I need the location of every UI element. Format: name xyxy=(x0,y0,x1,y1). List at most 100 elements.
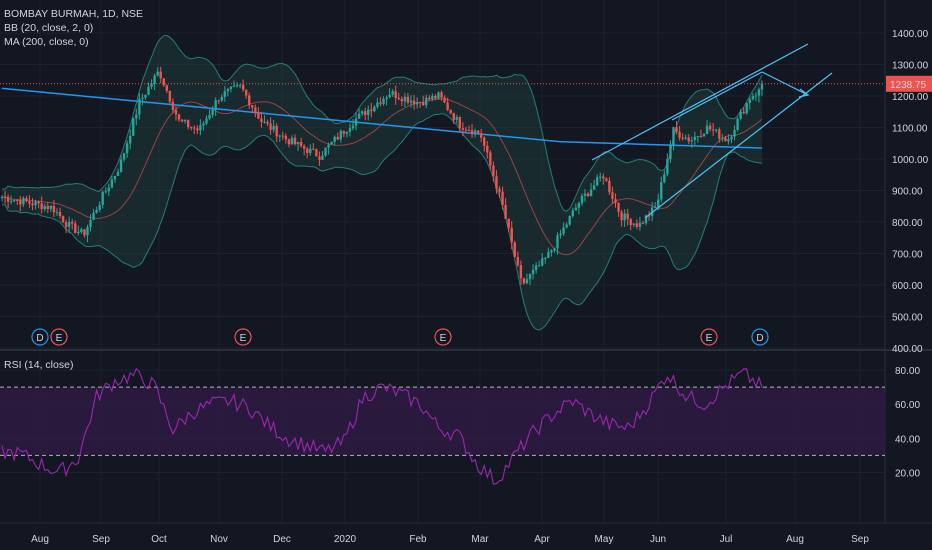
candle-body xyxy=(721,137,724,139)
candle-body xyxy=(519,265,523,279)
candle-body xyxy=(415,102,419,105)
candle-body xyxy=(446,102,449,110)
candle-body xyxy=(153,75,156,84)
candle-body xyxy=(196,128,199,131)
candle-body xyxy=(46,206,49,210)
candle-body xyxy=(22,198,25,205)
candle-body xyxy=(708,125,712,130)
candle-body xyxy=(452,113,455,120)
candle-body xyxy=(58,211,62,217)
candle-body xyxy=(748,99,751,103)
time-tick-label: Feb xyxy=(409,534,427,545)
candle-body xyxy=(95,209,98,213)
candle-body xyxy=(483,137,486,146)
event-marker xyxy=(700,328,718,346)
price-tick-label: 600.00 xyxy=(892,281,923,292)
candle-body xyxy=(443,97,446,103)
candle-body xyxy=(647,215,651,217)
trendline xyxy=(591,43,809,161)
candle-body xyxy=(507,218,510,228)
candle-body xyxy=(476,130,480,134)
candle-body xyxy=(333,136,336,142)
candle-body xyxy=(537,265,541,267)
candle-body xyxy=(470,130,474,135)
candle-body xyxy=(641,222,645,224)
candle-body xyxy=(37,201,40,204)
candle-body xyxy=(525,279,529,284)
candle-body xyxy=(403,96,407,102)
candle-body xyxy=(559,233,562,236)
candle-body xyxy=(110,179,114,188)
candle-body xyxy=(3,196,7,198)
candle-body xyxy=(214,100,217,110)
candle-body xyxy=(422,102,425,106)
trendline xyxy=(671,71,763,121)
candle-body xyxy=(739,111,742,119)
candle-body xyxy=(19,200,22,205)
candle-body xyxy=(281,135,285,137)
candle-body xyxy=(168,90,172,102)
event-marker xyxy=(234,328,252,346)
candle-body xyxy=(449,109,452,114)
candle-body xyxy=(107,187,111,192)
candle-body xyxy=(360,111,364,114)
candle-body xyxy=(638,222,642,227)
candle-body xyxy=(412,100,416,105)
candle-body xyxy=(629,219,632,225)
candle-body xyxy=(55,211,59,213)
candle-body xyxy=(278,135,281,137)
rsi-band-fill xyxy=(0,387,885,456)
candle-body xyxy=(388,94,391,98)
candle-body xyxy=(617,202,620,212)
candle-body xyxy=(318,156,321,160)
candle-body xyxy=(440,92,443,98)
candle-body xyxy=(211,109,214,115)
trendline xyxy=(761,71,809,96)
candle-body xyxy=(272,125,275,130)
candle-body xyxy=(254,107,257,113)
candle-body xyxy=(330,141,333,145)
candle-body xyxy=(742,111,745,114)
candle-body xyxy=(663,174,666,183)
candle-body xyxy=(342,130,346,134)
candle-body xyxy=(13,199,16,202)
candle-body xyxy=(183,120,187,122)
candle-body xyxy=(71,221,74,224)
candle-body xyxy=(428,97,431,100)
candle-body xyxy=(80,229,83,232)
event-marker xyxy=(434,328,452,346)
candle-body xyxy=(113,175,117,180)
candle-body xyxy=(336,136,339,140)
candle-body xyxy=(193,127,196,129)
candle-body xyxy=(52,205,56,212)
candle-body xyxy=(666,159,669,175)
arrow-head xyxy=(798,88,810,98)
candle-body xyxy=(266,121,269,124)
candle-body xyxy=(92,212,95,220)
candle-body xyxy=(458,117,462,129)
candle-body xyxy=(550,250,553,253)
candle-body xyxy=(16,199,19,201)
event-marker xyxy=(751,328,769,346)
last-price-label: 1238.75 xyxy=(890,80,927,91)
candle-body xyxy=(595,177,599,186)
candle-body xyxy=(299,141,303,147)
time-tick-label: Mar xyxy=(471,534,489,545)
candle-body xyxy=(49,205,53,210)
candle-body xyxy=(165,85,169,91)
candle-body xyxy=(528,274,532,280)
candle-body xyxy=(232,85,236,87)
price-tick-label: 700.00 xyxy=(892,250,923,261)
candle-body xyxy=(74,223,77,233)
candle-body xyxy=(699,136,703,138)
candle-body xyxy=(614,198,617,203)
candle-body xyxy=(144,94,147,98)
candle-body xyxy=(220,97,223,101)
candle-body xyxy=(376,102,379,107)
candle-body xyxy=(522,278,526,284)
symbol-legend: BOMBAY BURMAH, 1D, NSE xyxy=(4,8,144,20)
candle-body xyxy=(202,123,205,126)
candle-body xyxy=(754,95,758,97)
candle-body xyxy=(455,117,458,120)
